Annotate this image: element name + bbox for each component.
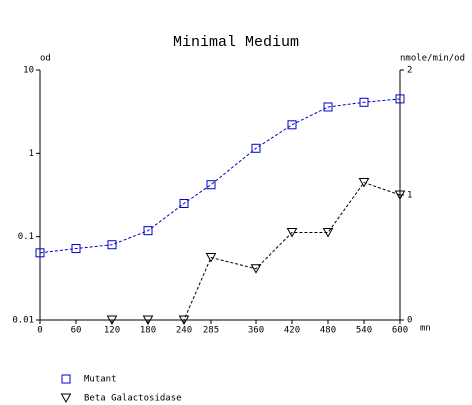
x-tick-label: 240 <box>176 326 192 336</box>
x-tick-label: 480 <box>320 326 336 336</box>
marker <box>142 315 154 326</box>
marker <box>359 97 369 107</box>
x-tick-label: 120 <box>104 326 120 336</box>
x-tick-label: 600 <box>392 326 408 336</box>
legend-label: Mutant <box>84 375 117 385</box>
marker <box>178 315 190 326</box>
marker <box>205 253 217 263</box>
marker <box>358 178 370 188</box>
marker <box>286 228 298 238</box>
series-line <box>112 181 401 321</box>
marker <box>143 226 153 236</box>
y-tick-label: 0.1 <box>18 232 34 242</box>
x-tick-label: 540 <box>356 326 372 336</box>
y-axis-label: od <box>40 54 51 64</box>
series-line <box>39 98 401 254</box>
legend-marker <box>61 374 71 384</box>
marker <box>394 190 406 201</box>
x-tick-label: 420 <box>284 326 300 336</box>
y2-tick-label: 0 <box>407 316 412 326</box>
y-tick-label: 10 <box>23 66 34 76</box>
legend-label: Beta Galactosidase <box>84 394 182 404</box>
marker <box>206 180 216 190</box>
marker <box>323 102 333 112</box>
marker <box>287 120 297 130</box>
marker <box>71 244 81 254</box>
marker <box>179 199 189 209</box>
y2-tick-label: 2 <box>407 66 412 76</box>
y2-axis-label: nmole/min/od <box>400 54 465 64</box>
y2-tick-label: 1 <box>407 191 412 201</box>
marker <box>395 94 405 104</box>
x-tick-label: 180 <box>140 326 156 336</box>
x-axis-label: mn <box>420 324 431 334</box>
legend-marker <box>60 393 72 404</box>
marker <box>250 264 262 274</box>
x-tick-label: 60 <box>71 326 82 336</box>
marker <box>322 228 334 238</box>
x-tick-label: 360 <box>248 326 264 336</box>
y-tick-label: 1 <box>29 149 34 159</box>
chart-title: Minimal Medium <box>173 34 299 51</box>
marker <box>35 248 45 258</box>
x-tick-label: 0 <box>37 326 42 336</box>
marker <box>106 315 118 326</box>
x-tick-label: 285 <box>203 326 219 336</box>
marker <box>251 143 261 153</box>
y-tick-label: 0.01 <box>12 316 34 326</box>
marker <box>107 240 117 250</box>
